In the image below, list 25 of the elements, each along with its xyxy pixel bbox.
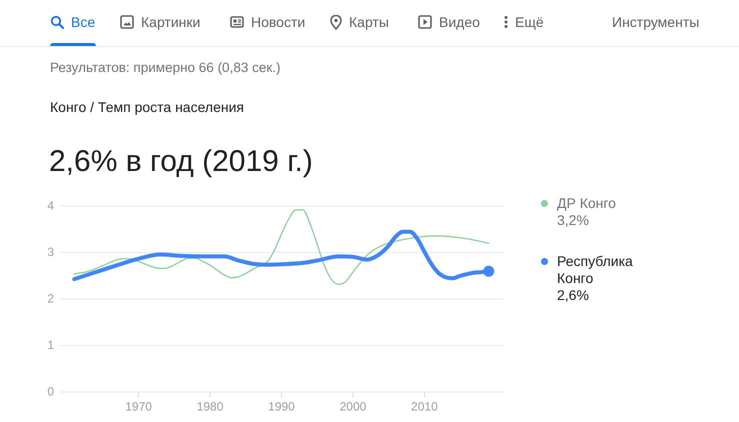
text: Видео bbox=[439, 14, 480, 30]
legend-label: Республика Конго bbox=[557, 253, 634, 287]
y-tick-label: 3 bbox=[47, 244, 54, 259]
x-tick-label: 2010 bbox=[411, 400, 438, 414]
y-tick-label: 0 bbox=[47, 384, 54, 398]
text: Инструменты bbox=[612, 13, 700, 31]
y-tick-label: 4 bbox=[47, 198, 54, 213]
y-tick-label: 2 bbox=[47, 291, 54, 306]
text: Ещё bbox=[515, 14, 544, 30]
y-tick-label: 1 bbox=[47, 338, 54, 352]
text: Результатов: примерно 66 (0,83 сек.) bbox=[50, 60, 280, 76]
text: Новости bbox=[251, 14, 306, 30]
text: Картинки bbox=[141, 14, 200, 30]
text: 3,2% bbox=[557, 212, 590, 229]
x-tick-label: 1980 bbox=[196, 400, 224, 414]
text: Все bbox=[71, 14, 96, 30]
text: Карты bbox=[349, 14, 389, 30]
line-series bbox=[74, 209, 490, 285]
chart-subtitle: Конго / Темп роста населения bbox=[50, 99, 244, 115]
text: 2,6% bbox=[557, 287, 590, 304]
x-tick-label: 1970 bbox=[125, 400, 152, 414]
legend-label: ДР Конго bbox=[557, 195, 617, 212]
x-tick-label: 2000 bbox=[340, 400, 367, 414]
x-tick-label: 1990 bbox=[268, 400, 296, 414]
chart-title: 2,6% в год (2019 г.) bbox=[49, 144, 313, 180]
